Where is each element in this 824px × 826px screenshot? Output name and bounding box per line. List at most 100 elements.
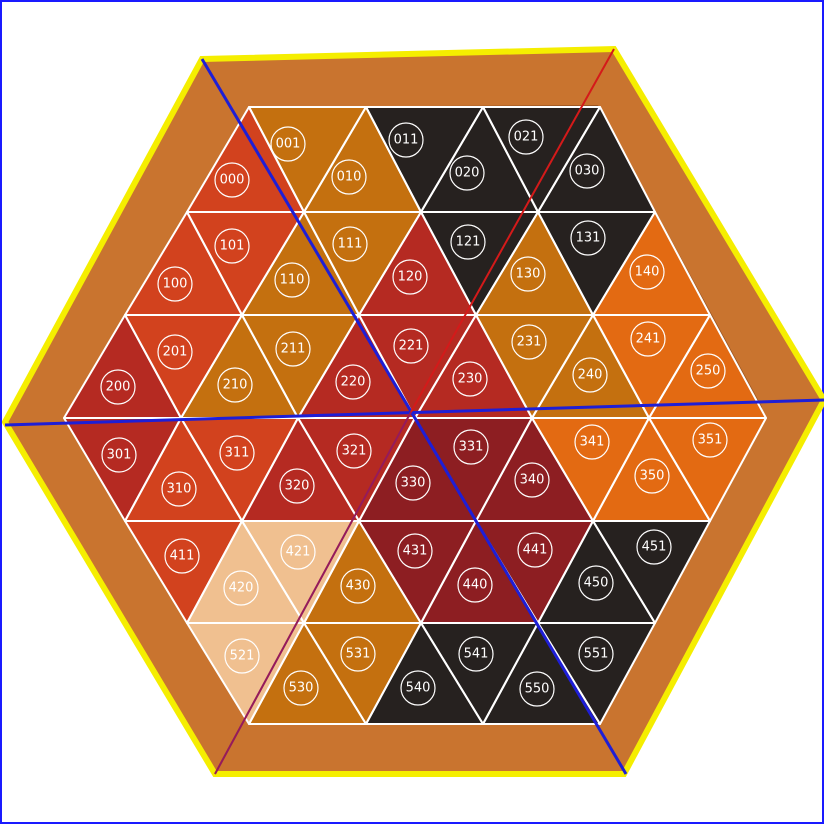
- piece-label-200: 200: [100, 369, 136, 405]
- piece-331: [415, 418, 532, 521]
- label-text: 250: [696, 364, 721, 379]
- axis-line-red-upper: [410, 48, 615, 413]
- piece-label-020: 020: [449, 155, 485, 191]
- label-circle: [457, 567, 493, 603]
- label-circle: [578, 565, 614, 601]
- grid-edge: [303, 211, 422, 316]
- piece-021: [483, 107, 600, 212]
- piece-label-521: 521: [224, 638, 260, 674]
- axis-line-red-lower: [214, 411, 412, 775]
- piece-301: [64, 418, 181, 521]
- piece-label-441: 441: [517, 532, 553, 568]
- label-circle: [100, 369, 136, 405]
- piece-label-540: 540: [400, 670, 436, 706]
- piece-451: [593, 521, 710, 623]
- label-circle: [511, 324, 547, 360]
- label-text: 440: [463, 578, 488, 593]
- label-circle: [157, 334, 193, 370]
- piece-221: [359, 315, 476, 418]
- grid-edge: [482, 106, 601, 213]
- piece-label-331: 331: [453, 429, 489, 465]
- label-text: 531: [346, 647, 371, 662]
- label-circle: [340, 636, 376, 672]
- piece-label-541: 541: [458, 636, 494, 672]
- label-text: 341: [580, 435, 605, 450]
- label-circle: [578, 636, 614, 672]
- piece-341: [532, 418, 649, 521]
- piece-521: [187, 623, 304, 724]
- symmetry-axes: [4, 48, 824, 775]
- label-circle: [517, 532, 553, 568]
- label-text: 331: [459, 440, 484, 455]
- white-grid-lines: [63, 106, 767, 725]
- label-text: 411: [170, 549, 195, 564]
- label-text: 211: [281, 342, 306, 357]
- label-text: 541: [464, 647, 489, 662]
- piece-label-001: 001: [270, 126, 306, 162]
- label-circle: [283, 670, 319, 706]
- piece-550: [483, 623, 600, 724]
- grid-edge: [475, 314, 594, 419]
- piece-label-240: 240: [572, 357, 608, 393]
- grid-edge: [241, 314, 360, 419]
- label-circle: [450, 224, 486, 260]
- label-circle: [392, 259, 428, 295]
- label-circle: [634, 458, 670, 494]
- piece-label-230: 230: [452, 361, 488, 397]
- piece-label-330: 330: [395, 465, 431, 501]
- label-text: 330: [401, 476, 426, 491]
- piece-label-101: 101: [214, 228, 250, 264]
- label-text: 231: [517, 335, 542, 350]
- label-circle: [629, 254, 665, 290]
- piece-100: [125, 212, 242, 315]
- label-circle: [335, 364, 371, 400]
- piece-321: [298, 418, 415, 521]
- piece-label-311: 311: [219, 435, 255, 471]
- label-text: 210: [223, 378, 248, 393]
- piece-label-451: 451: [636, 529, 672, 565]
- piece-241: [593, 315, 710, 418]
- piece-label-411: 411: [164, 538, 200, 574]
- piece-label-321: 321: [336, 433, 372, 469]
- piece-440: [421, 521, 538, 623]
- label-text: 551: [584, 647, 609, 662]
- label-text: 301: [107, 448, 132, 463]
- label-circle: [331, 159, 367, 195]
- piece-421: [242, 521, 359, 623]
- piece-411: [125, 521, 242, 623]
- piece-200: [64, 315, 181, 418]
- grid-edge: [482, 622, 601, 725]
- label-text: 320: [285, 479, 310, 494]
- label-text: 221: [399, 339, 424, 354]
- label-text: 131: [576, 231, 601, 246]
- label-text: 220: [341, 375, 366, 390]
- label-circle: [449, 155, 485, 191]
- label-text: 110: [280, 273, 305, 288]
- piece-label-231: 231: [511, 324, 547, 360]
- label-text: 120: [398, 270, 423, 285]
- piece-label-010: 010: [331, 159, 367, 195]
- label-circle: [279, 468, 315, 504]
- label-text: 011: [394, 133, 419, 148]
- piece-240: [532, 315, 649, 418]
- piece-340: [476, 418, 593, 521]
- piece-551: [538, 623, 655, 724]
- label-text: 550: [525, 682, 550, 697]
- piece-label-310: 310: [161, 471, 197, 507]
- label-circle: [397, 533, 433, 569]
- label-text: 530: [289, 681, 314, 696]
- piece-label-340: 340: [514, 462, 550, 498]
- axis-line-diagonal-blue: [200, 58, 628, 775]
- label-circle: [574, 424, 610, 460]
- label-text: 451: [642, 540, 667, 555]
- piece-540: [366, 623, 483, 724]
- piece-label-110: 110: [274, 262, 310, 298]
- piece-label-440: 440: [457, 567, 493, 603]
- piece-330: [359, 418, 476, 521]
- piece-430: [304, 521, 421, 623]
- piece-011: [366, 107, 483, 212]
- label-text: 350: [640, 469, 665, 484]
- label-circle: [393, 328, 429, 364]
- label-text: 420: [229, 581, 254, 596]
